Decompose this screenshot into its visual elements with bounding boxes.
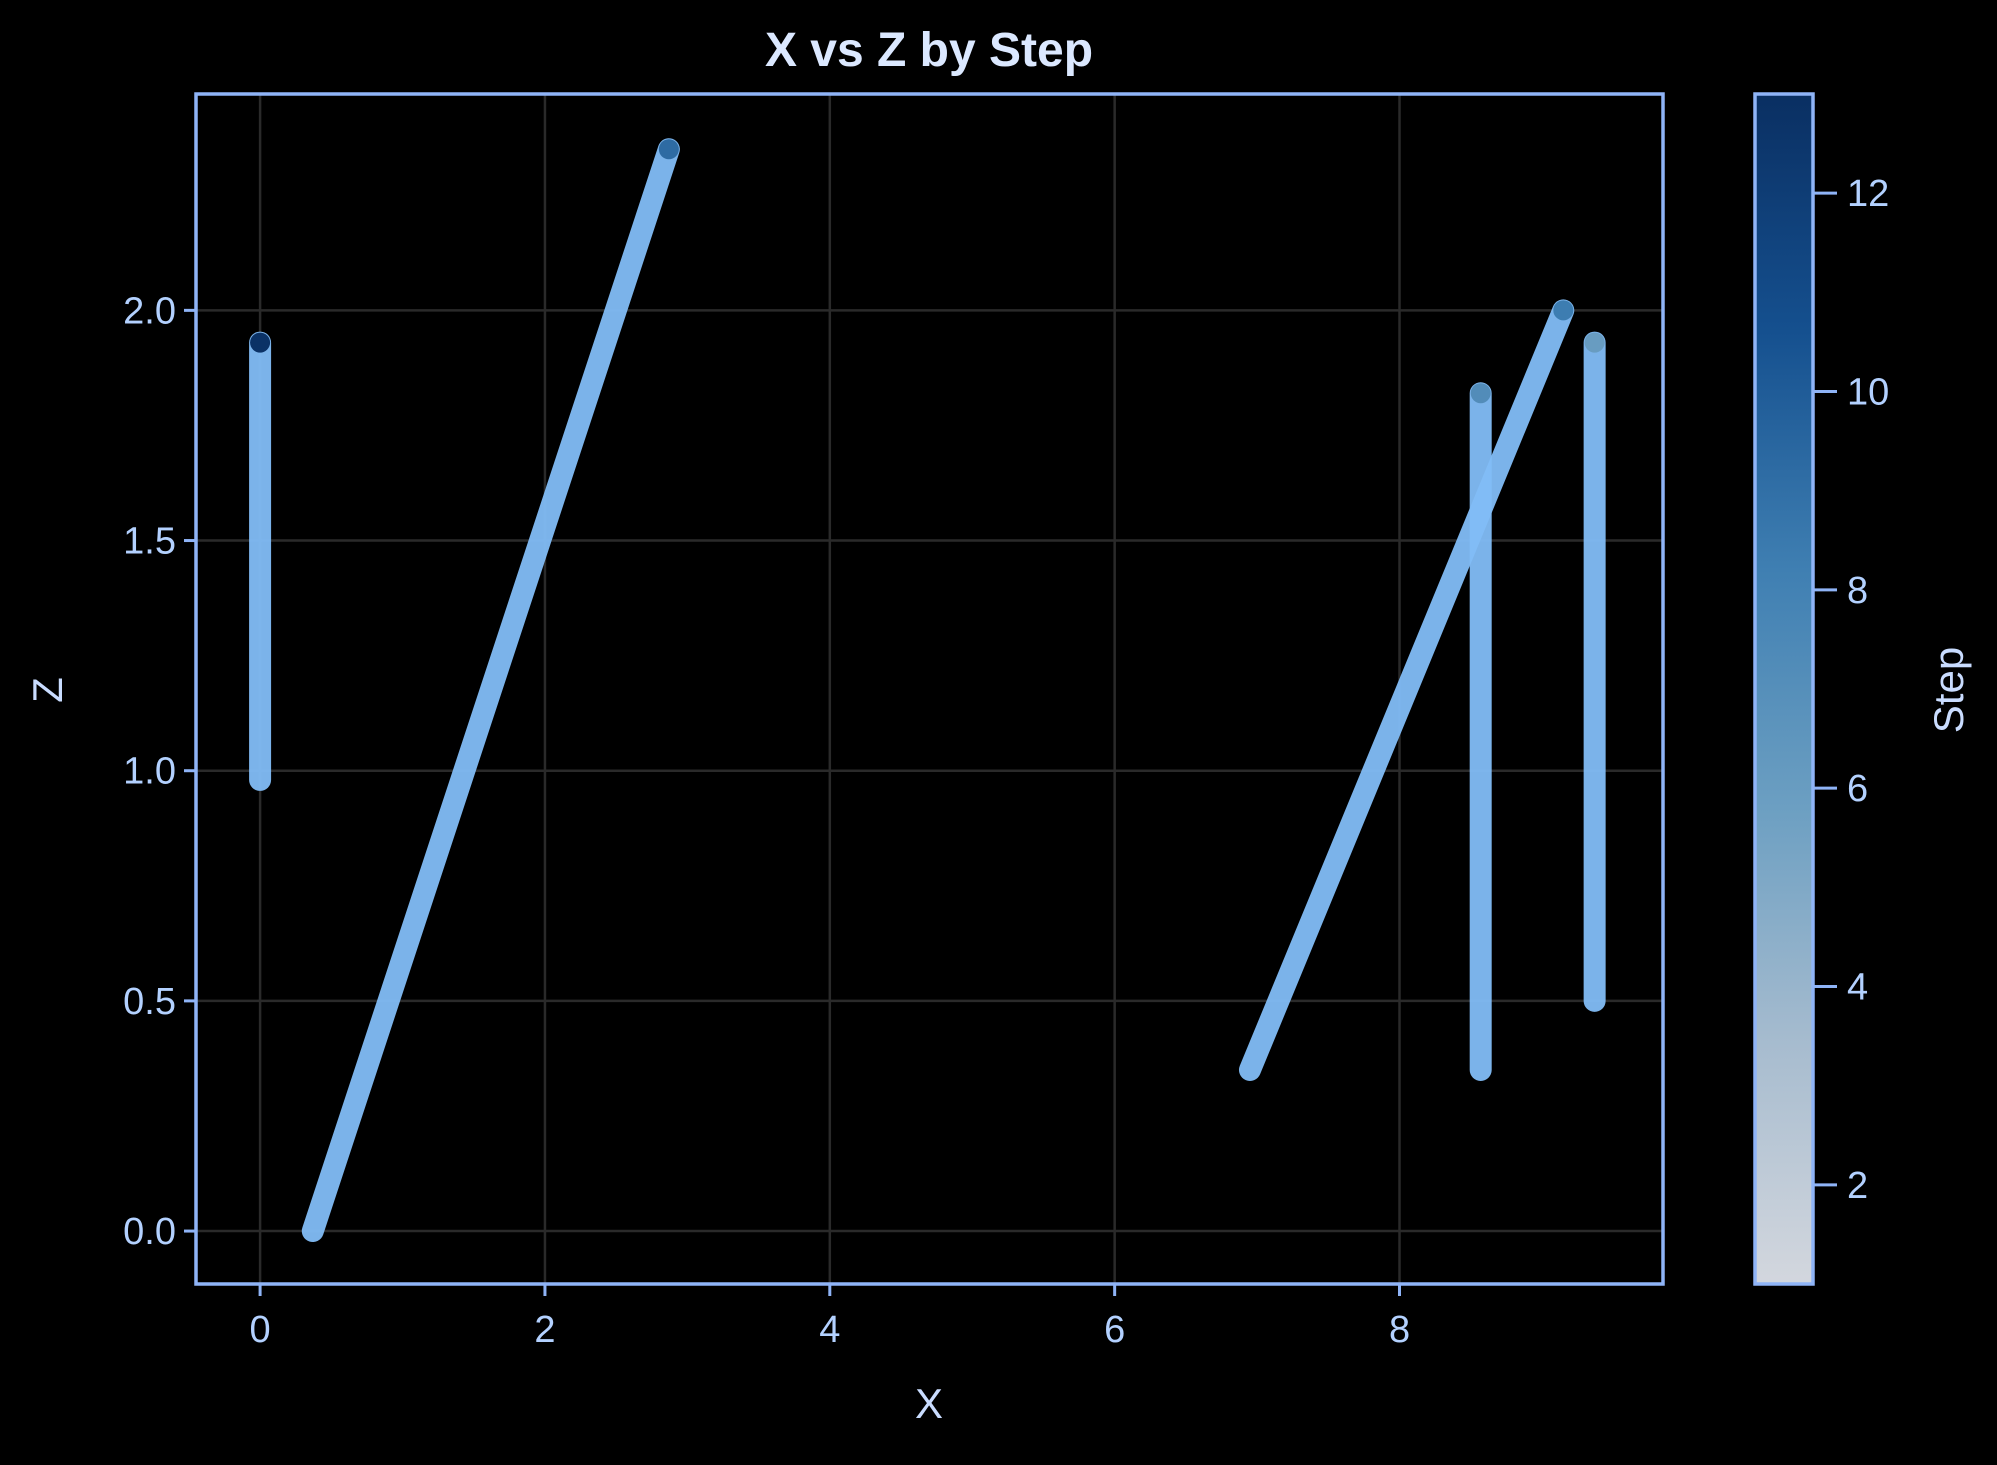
series-end-point-5: [1584, 332, 1605, 353]
y-tick-label: 0.0: [123, 1211, 176, 1253]
x-axis-ticks: 0 2 4 6 8: [250, 1284, 1410, 1351]
y-tick-label: 1.5: [123, 521, 176, 563]
colorbar-label: Step: [1925, 647, 1972, 733]
series-line-3: [1238, 299, 1575, 1081]
colorbar-ticks: 2 4 6 8 10 12: [1813, 173, 1889, 1207]
x-tick-label: 6: [1104, 1309, 1125, 1351]
colorbar-tick-label: 8: [1847, 570, 1868, 612]
series-end-point-3: [1553, 300, 1574, 321]
plot-series: [249, 138, 1606, 1243]
colorbar: [1753, 92, 1815, 1286]
chart-title: X vs Z by Step: [765, 24, 1093, 77]
series-end-point-1: [250, 332, 271, 353]
colorbar-tick-label: 2: [1847, 1165, 1868, 1207]
y-tick-label: 2.0: [123, 290, 176, 332]
series-end-point-2: [658, 139, 679, 160]
series-end-point-4: [1470, 383, 1491, 404]
x-tick-label: 0: [250, 1309, 271, 1351]
colorbar-tick-label: 4: [1847, 967, 1868, 1009]
colorbar-tick-label: 12: [1847, 173, 1889, 215]
y-tick-label: 1.0: [123, 751, 176, 793]
y-tick-label: 0.5: [123, 981, 176, 1023]
grid: [196, 94, 1663, 1284]
x-tick-label: 8: [1389, 1309, 1410, 1351]
y-axis-label: Z: [24, 677, 71, 703]
colorbar-tick-label: 10: [1847, 372, 1889, 414]
colorbar-tick-label: 6: [1847, 768, 1868, 810]
x-tick-label: 2: [534, 1309, 555, 1351]
x-tick-label: 4: [819, 1309, 840, 1351]
plot-frame: [194, 92, 1665, 1286]
series-line-2: [301, 138, 680, 1243]
y-axis-ticks: 0.0 0.5 1.0 1.5 2.0: [123, 290, 196, 1253]
x-axis-label: X: [915, 1380, 943, 1427]
